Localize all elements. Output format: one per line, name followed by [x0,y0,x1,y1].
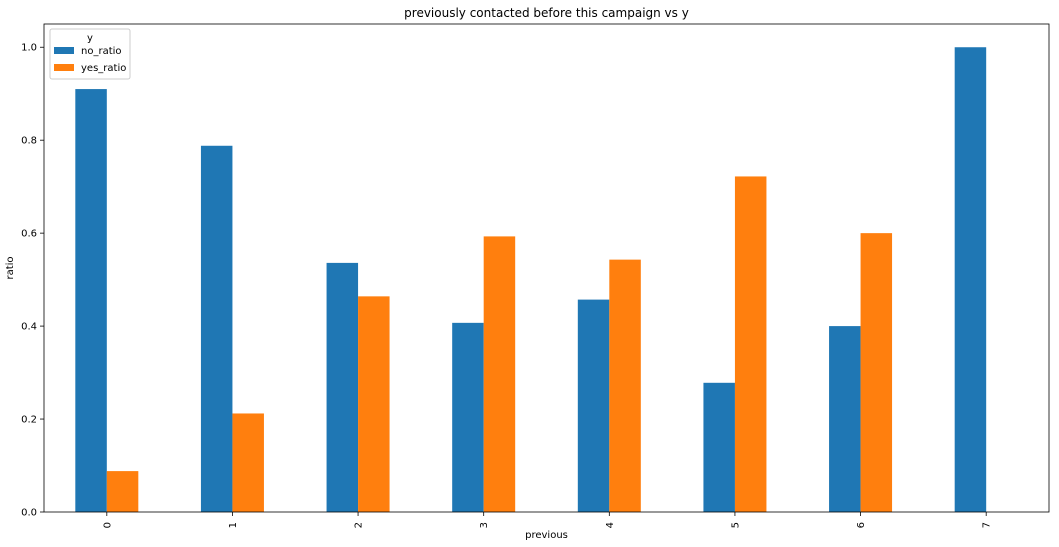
legend-swatch-no-ratio [54,47,74,54]
bar-yes-ratio-3 [483,236,516,513]
bar-yes-ratio-0 [106,471,139,512]
axes-layer [43,23,1050,513]
bars-layer [75,47,987,513]
x-tick-label: 4 [605,522,616,528]
legend-title: y [87,33,93,44]
y-axis-ticks: 0.0 0.2 0.4 0.6 0.8 1.0 [21,43,44,519]
plot-frame [43,23,1050,513]
bar-yes-ratio-1 [232,413,264,512]
x-axis-ticks: 0 1 2 3 4 5 6 7 [102,512,993,528]
x-tick-label: 7 [982,522,993,528]
bar-no-ratio-6 [829,326,861,512]
bar-no-ratio-7 [954,47,987,512]
bar-yes-ratio-2 [358,296,390,512]
bar-no-ratio-2 [326,262,359,512]
y-tick-label: 0.0 [21,508,37,519]
bar-yes-ratio-4 [609,259,641,512]
y-tick-label: 1.0 [21,43,37,54]
x-tick-label: 5 [730,522,741,528]
bar-no-ratio-4 [577,299,610,512]
y-tick-label: 0.4 [21,322,37,333]
x-tick-label: 0 [102,522,113,528]
x-axis-title: previous [525,530,568,541]
bar-no-ratio-5 [703,382,735,512]
bar-yes-ratio-5 [734,176,767,513]
y-tick-label: 0.8 [21,136,37,147]
legend-label-yes-ratio: yes_ratio [81,63,126,74]
y-axis-title: ratio [5,256,16,279]
bar-no-ratio-3 [452,322,484,512]
legend-swatch-yes-ratio [54,64,74,71]
legend: y no_ratio yes_ratio [49,28,131,80]
bar-yes-ratio-6 [860,233,893,512]
y-tick-label: 0.6 [21,229,37,240]
legend-label-no-ratio: no_ratio [81,46,122,57]
x-tick-label: 2 [354,522,365,528]
x-tick-label: 3 [479,522,490,528]
x-tick-label: 1 [228,522,239,528]
bar-no-ratio-1 [200,145,233,512]
chart-title: previously contacted before this campaig… [404,6,689,20]
y-tick-label: 0.2 [21,415,37,426]
bar-no-ratio-0 [75,89,107,513]
x-tick-label: 6 [856,522,867,528]
